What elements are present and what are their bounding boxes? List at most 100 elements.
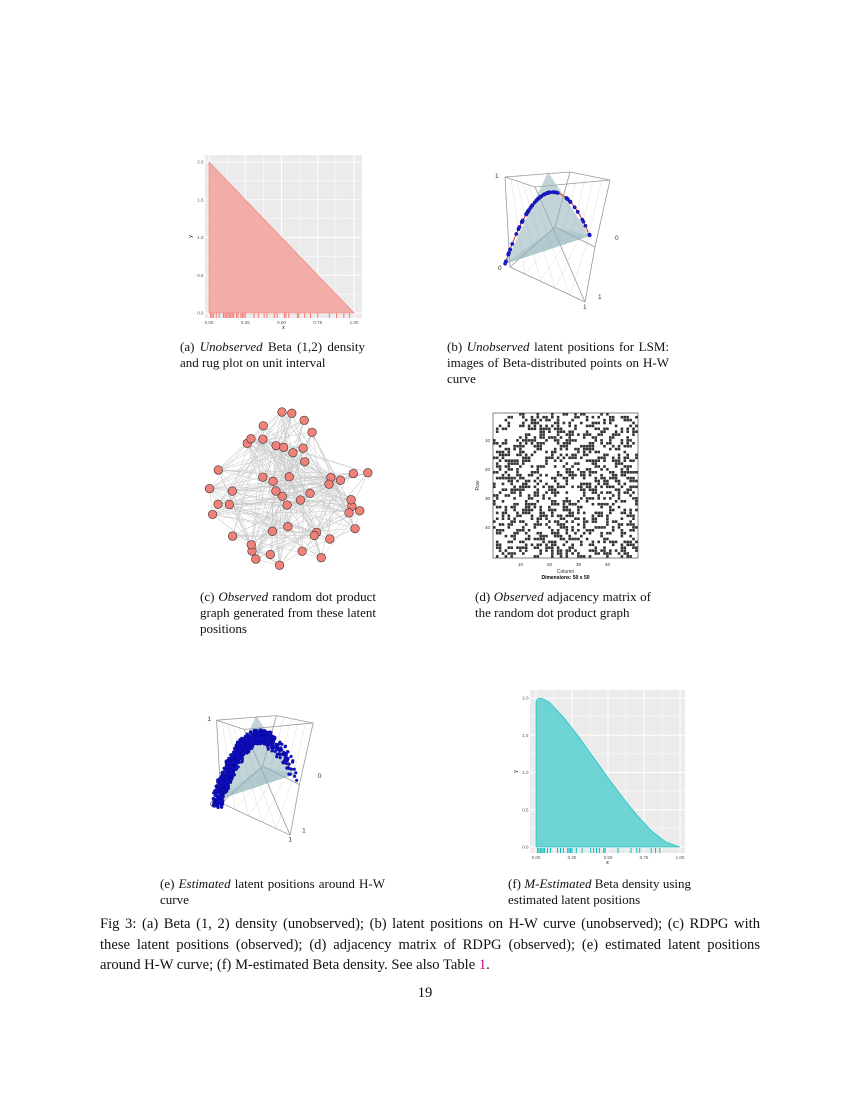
matrix-cell	[568, 549, 571, 552]
matrix-cell	[611, 540, 615, 544]
matrix-cell	[582, 444, 586, 448]
matrix-cell	[580, 555, 583, 558]
table-reference-link[interactable]: 1	[478, 957, 487, 973]
matrix-cell	[513, 534, 516, 538]
matrix-cell	[553, 520, 557, 523]
latent-point	[555, 190, 560, 195]
matrix-cell	[568, 421, 571, 425]
caption-text: Beta density using estimated latent posi…	[508, 876, 692, 907]
matrix-cell	[562, 476, 566, 480]
matrix-cell	[562, 442, 566, 445]
latent-point	[252, 741, 256, 746]
matrix-cell	[629, 485, 632, 489]
latent-point	[508, 247, 512, 252]
graph-edge	[311, 432, 350, 513]
latent-point	[256, 741, 260, 745]
graph-node	[258, 434, 268, 444]
matrix-cell	[539, 427, 542, 431]
matrix-cell	[522, 552, 525, 555]
matrix-cell	[609, 442, 612, 445]
matrix-cell	[635, 549, 638, 552]
graph-node	[344, 508, 354, 518]
latent-point	[247, 747, 251, 752]
caption-text: latent positions for LSM: images of Beta…	[447, 339, 669, 386]
axis-tick-label: 0	[210, 801, 214, 808]
y-tick-label: 20	[485, 467, 491, 472]
matrix-cell	[493, 502, 496, 506]
caption-emphasis: Estimated	[178, 876, 231, 891]
matrix-cell	[582, 488, 586, 491]
matrix-cell	[539, 543, 542, 547]
matrix-cell	[611, 543, 615, 547]
matrix-cell	[542, 433, 545, 436]
matrix-cell	[574, 531, 577, 535]
latent-point	[235, 753, 239, 757]
y-tick-label: 0.0	[197, 311, 204, 316]
matrix-cell	[522, 450, 525, 454]
matrix-cell	[533, 424, 537, 428]
graph-edge	[304, 432, 313, 462]
matrix-cell	[533, 450, 537, 454]
matrix-cell	[556, 473, 560, 477]
matrix-cell	[594, 511, 598, 515]
matrix-cell	[623, 456, 627, 460]
matrix-cell	[493, 520, 496, 523]
matrix-cell	[542, 465, 545, 468]
matrix-cell	[507, 447, 511, 451]
matrix-cell	[545, 543, 548, 547]
graph-node	[350, 524, 360, 534]
matrix-cell	[632, 543, 635, 547]
matrix-cell	[533, 555, 537, 558]
matrix-cell	[609, 476, 612, 480]
latent-point	[281, 760, 285, 764]
matrix-cell	[519, 442, 522, 445]
graph-edge	[279, 473, 354, 566]
matrix-cell	[582, 526, 586, 529]
matrix-cell	[548, 505, 551, 509]
matrix-cell	[626, 471, 629, 474]
x-tick-label: 0.50	[604, 855, 613, 860]
matrix-cell	[516, 473, 519, 477]
matrix-cell	[516, 471, 519, 474]
matrix-cell	[539, 447, 542, 451]
matrix-cell	[530, 442, 534, 445]
axis-tick-label: 1	[495, 173, 499, 180]
graph-edge	[309, 493, 352, 501]
axis-tick-label: 1	[302, 827, 306, 834]
matrix-cell	[556, 415, 560, 419]
matrix-cell	[629, 508, 632, 512]
matrix-cell	[629, 543, 632, 547]
matrix-cell	[611, 436, 615, 439]
matrix-cell	[591, 442, 595, 445]
matrix-cell	[559, 444, 563, 448]
graph-edge	[272, 531, 317, 533]
caption-label: (f)	[508, 876, 521, 891]
matrix-cell	[611, 485, 615, 489]
matrix-cell	[623, 531, 627, 535]
latent-point	[212, 791, 216, 795]
matrix-cell	[632, 430, 635, 433]
matrix-cell	[522, 511, 525, 515]
matrix-cell	[527, 497, 531, 500]
matrix-cell	[580, 534, 583, 538]
graph-edge	[247, 443, 263, 478]
x-tick-label: 0.25	[568, 855, 577, 860]
matrix-cell	[559, 555, 563, 558]
matrix-cell	[553, 465, 557, 468]
matrix-cell	[635, 453, 638, 457]
simplex-base	[505, 227, 590, 264]
matrix-cell	[623, 549, 627, 552]
matrix-cell	[533, 526, 537, 529]
matrix-cell	[623, 450, 627, 454]
matrix-cell	[545, 491, 548, 494]
latent-point	[287, 766, 291, 770]
matrix-cell	[551, 436, 554, 439]
matrix-cell	[620, 415, 624, 419]
matrix-cell	[545, 534, 548, 538]
matrix-cell	[591, 415, 595, 419]
matrix-cell	[536, 471, 540, 474]
latent-point	[223, 784, 227, 788]
matrix-cell	[582, 491, 586, 494]
matrix-cell	[565, 514, 569, 518]
matrix-cell	[522, 520, 525, 523]
